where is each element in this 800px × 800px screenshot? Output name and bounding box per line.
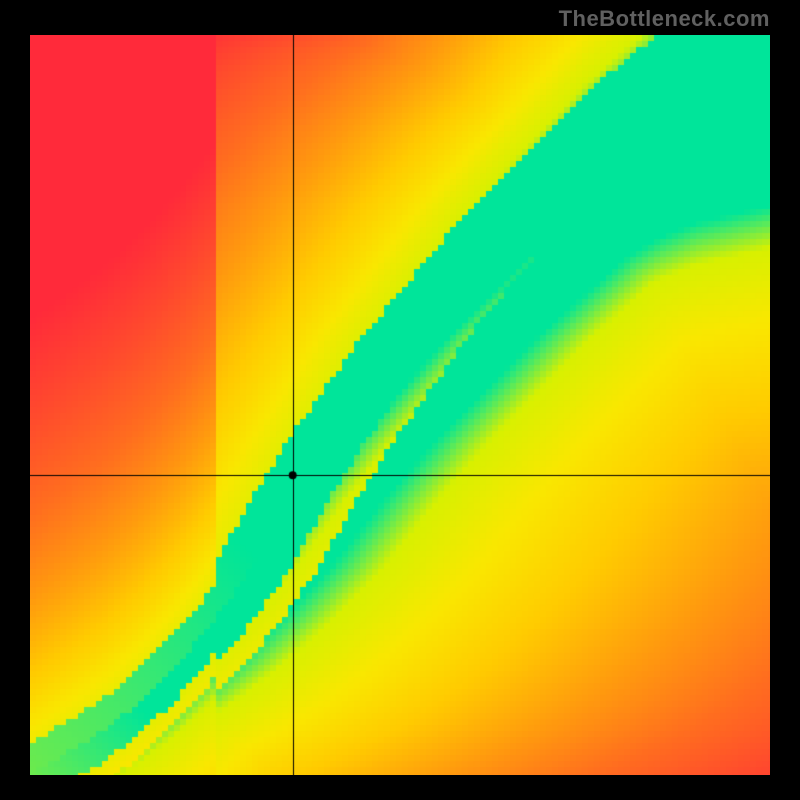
bottleneck-heatmap-chart (30, 35, 770, 775)
watermark-text: TheBottleneck.com (559, 6, 770, 32)
